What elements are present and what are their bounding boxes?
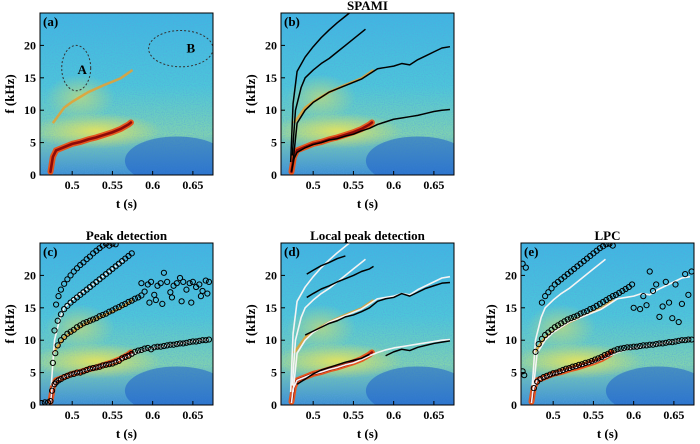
- y-tick-label: 5: [271, 366, 277, 380]
- x-tick-label: 0.5: [546, 408, 561, 422]
- spectrogram-background: [272, 13, 470, 185]
- y-axis-label: f (kHz): [243, 304, 258, 343]
- y-tick-label: 0: [271, 398, 277, 412]
- y-tick-label: 10: [265, 333, 277, 347]
- y-tick-label: 0: [511, 398, 517, 412]
- chart-panel: 0 5 10 15 20 0.5 0.55 0.6 0.65 t (s) f (kHz) SPAMI (…: [243, 0, 470, 211]
- panel-label: (b): [284, 14, 300, 29]
- y-tick-label: 20: [24, 38, 36, 52]
- y-tick-label: 15: [24, 301, 36, 315]
- chart-panel: 0 5 10 15 20 0.5 0.55 0.6 0.65 t (s) f (kHz) LPC (e): [483, 228, 700, 441]
- x-tick-label: 0.6: [145, 408, 160, 422]
- y-axis-label: f (kHz): [243, 74, 258, 113]
- y-tick-label: 10: [24, 333, 36, 347]
- figure: AB051015200.5 0.55 0.6 0.65t (s)f (kHz)(a)0…: [0, 0, 700, 444]
- x-tick-label: 0.55: [102, 408, 123, 422]
- chart-panel: 0 5 10 15 20 0.5 0.55 0.6 0.65 t (s) f (kHz) Peak d…: [2, 228, 229, 441]
- y-tick-label: 0: [271, 168, 277, 182]
- chart-panel: 0 5 10 15 20 0.5 0.55 0.6 0.65 t (s) f (kHz) Local …: [243, 228, 470, 441]
- spectrogram-background: [31, 243, 229, 415]
- x-tick-label: 0.6: [386, 178, 401, 192]
- panel-label: (e): [524, 244, 538, 259]
- annotation-label: B: [186, 41, 195, 56]
- x-tick-label: 0.6: [145, 178, 160, 192]
- y-tick-label: 10: [265, 103, 277, 117]
- x-tick-label: 0.65: [423, 408, 444, 422]
- y-tick-label: 10: [505, 333, 517, 347]
- x-axis-label: t (s): [116, 196, 137, 211]
- y-tick-label: 0: [30, 168, 36, 182]
- panel-title: Peak detection: [86, 228, 168, 243]
- spectrogram-background: [512, 243, 700, 415]
- y-tick-label: 15: [24, 71, 36, 85]
- y-tick-label: 15: [265, 71, 277, 85]
- x-tick-label: 0.55: [343, 408, 364, 422]
- x-tick-label: 0.55: [343, 178, 364, 192]
- y-tick-label: 15: [265, 301, 277, 315]
- y-tick-label: 5: [30, 366, 36, 380]
- y-tick-label: 20: [265, 38, 277, 52]
- x-tick-label: 0.65: [423, 178, 444, 192]
- x-tick-label: 0.65: [663, 408, 684, 422]
- panel-title: SPAMI: [347, 0, 388, 13]
- x-axis-label: t (s): [357, 426, 378, 441]
- y-tick-label: 20: [24, 268, 36, 282]
- y-tick-label: 10: [24, 103, 36, 117]
- panel-title: Local peak detection: [310, 228, 426, 243]
- x-tick-label: 0.65: [182, 408, 203, 422]
- x-tick-label: 0.6: [386, 408, 401, 422]
- x-tick-label: 0.5: [306, 408, 321, 422]
- y-tick-label: 15: [505, 301, 517, 315]
- y-tick-label: 5: [30, 136, 36, 150]
- y-axis-label: f (kHz): [2, 74, 17, 113]
- chart-panel: A B 0 5 10 15 20 0.5 0.55 0.6 0.65 t (s) f (kHz) (a): [2, 13, 229, 211]
- y-tick-label: 0: [30, 398, 36, 412]
- x-axis-label: t (s): [597, 426, 618, 441]
- y-tick-label: 20: [505, 268, 517, 282]
- panel-label: (a): [43, 14, 58, 29]
- x-axis-label: t (s): [357, 196, 378, 211]
- spectrogram-background: [31, 13, 229, 185]
- x-tick-label: 0.55: [102, 178, 123, 192]
- y-axis-label: f (kHz): [483, 304, 498, 343]
- x-tick-label: 0.5: [65, 178, 80, 192]
- y-tick-label: 20: [265, 268, 277, 282]
- x-tick-label: 0.65: [182, 178, 203, 192]
- x-axis-label: t (s): [116, 426, 137, 441]
- panel-title: LPC: [595, 228, 621, 243]
- x-tick-label: 0.5: [306, 178, 321, 192]
- annotation-label: A: [78, 62, 88, 77]
- x-tick-label: 0.5: [65, 408, 80, 422]
- x-tick-label: 0.55: [583, 408, 604, 422]
- y-tick-label: 5: [271, 136, 277, 150]
- y-axis-label: f (kHz): [2, 304, 17, 343]
- panel-label: (d): [284, 244, 300, 259]
- panel-label: (c): [43, 244, 57, 259]
- x-tick-label: 0.6: [626, 408, 641, 422]
- y-tick-label: 5: [511, 366, 517, 380]
